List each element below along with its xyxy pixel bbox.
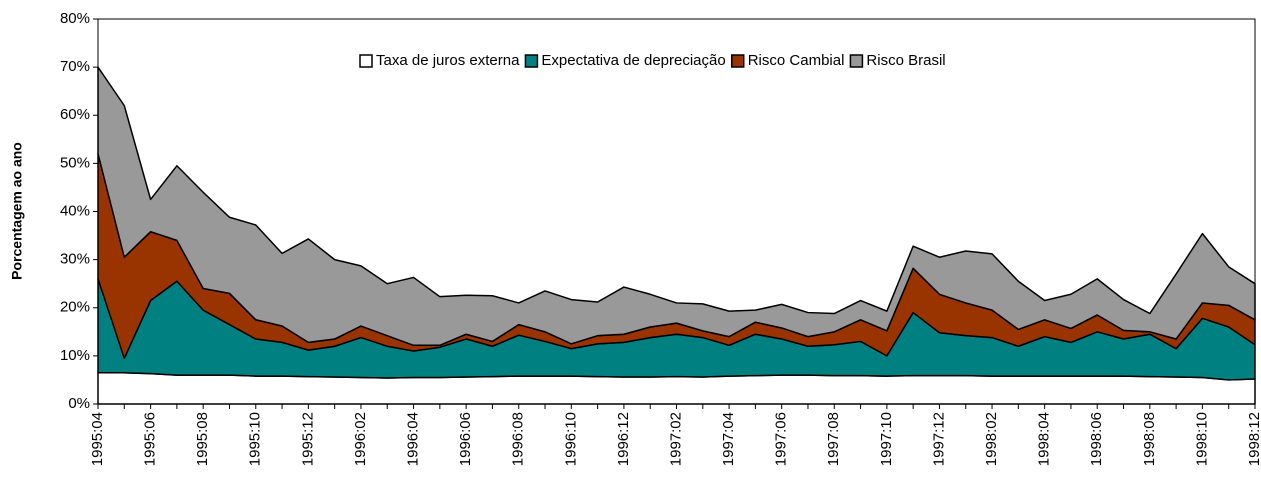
y-tick-label: 0% [68,395,90,412]
legend-label: Risco Cambial [748,52,845,69]
x-tick-label: 1998:06 [1088,412,1105,466]
x-tick-label: 1998:10 [1193,412,1210,466]
x-tick-label: 1997:10 [878,412,895,466]
x-tick-label: 1995:08 [194,412,211,466]
x-tick-label: 1997:02 [667,412,684,466]
x-tick-label: 1995:12 [299,412,316,466]
x-tick-label: 1996:12 [615,412,632,466]
y-tick-label: 20% [60,299,90,316]
x-tick-label: 1997:06 [773,412,790,466]
x-tick-label: 1998:12 [1246,412,1261,466]
legend-swatch [849,54,864,68]
y-tick-label: 80% [60,10,90,27]
x-tick-label: 1996:08 [510,412,527,466]
x-tick-label: 1996:10 [562,412,579,466]
area [97,66,1256,347]
x-tick-label: 1995:10 [247,412,264,466]
legend-swatch [524,54,539,68]
x-tick-label: 1996:04 [405,412,422,466]
x-tick-label: 1997:04 [720,412,737,466]
area [97,371,1256,405]
x-tick-label: 1997:08 [825,412,842,466]
x-tick-label: 1997:12 [930,412,947,466]
legend-swatch [359,54,373,68]
y-tick-label: 40% [60,202,90,219]
y-tick-label: 10% [60,347,90,364]
x-tick-label: 1995:06 [142,412,159,466]
y-axis-label: Porcentagem ao ano [9,142,25,280]
x-tick-label: 1996:02 [352,412,369,466]
legend-swatch [730,54,745,68]
x-tick-label: 1998:02 [983,412,1000,466]
legend-label: Risco Brasil [866,52,945,69]
x-tick-label: 1996:06 [457,412,474,466]
y-tick-label: 60% [60,106,90,123]
legend-label: Taxa de juros externa [376,52,520,69]
x-tick-label: 1995:04 [89,412,106,466]
x-tick-label: 1998:04 [1036,412,1053,466]
y-tick-label: 30% [60,251,90,268]
legend-label: Expectativa de depreciação [541,52,725,69]
y-tick-label: 50% [60,154,90,171]
y-tick-label: 70% [60,58,90,75]
x-tick-label: 1998:08 [1141,412,1158,466]
